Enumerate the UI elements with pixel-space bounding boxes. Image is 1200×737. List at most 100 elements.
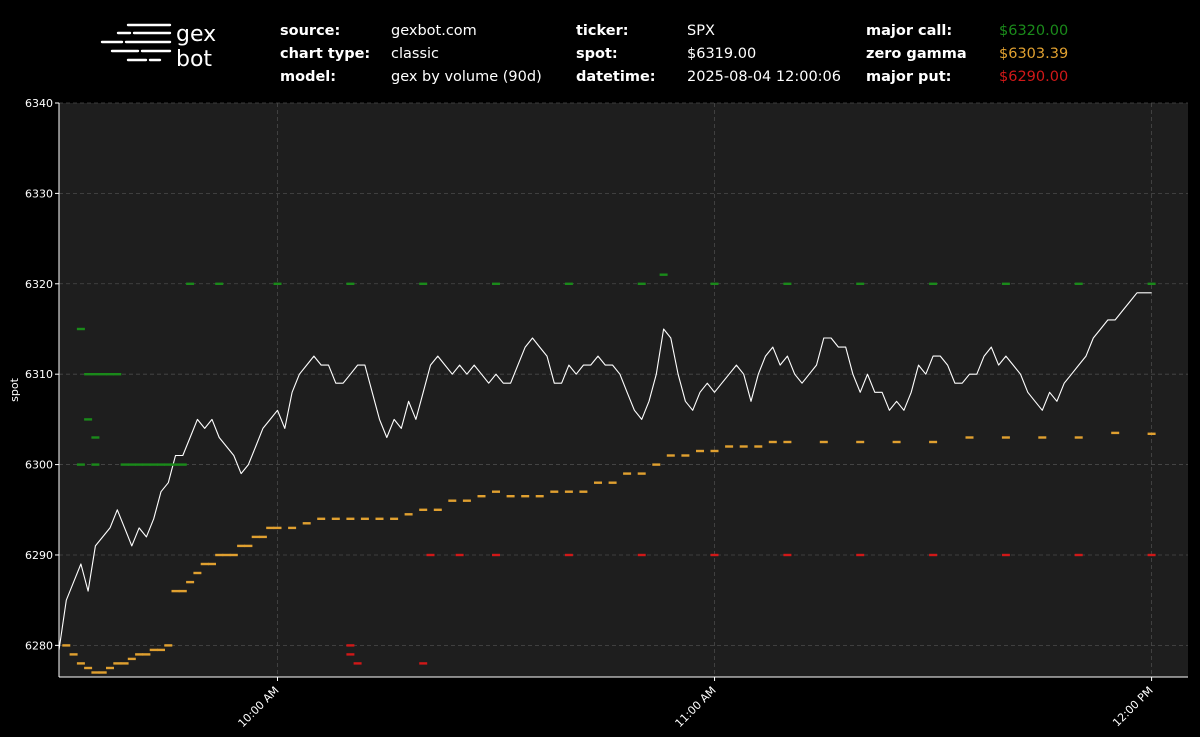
major_call-point [149, 463, 158, 466]
major-call-value: $6320.00 [999, 23, 1069, 39]
zero_gamma-point [302, 522, 311, 525]
zero_gamma-point [149, 648, 158, 652]
zero_gamma-point [171, 589, 180, 593]
major_call-point [637, 282, 646, 285]
zero_gamma-point [215, 553, 224, 557]
zero_gamma-point [637, 472, 646, 475]
zero_gamma-point [186, 580, 195, 584]
major_call-point [178, 463, 187, 466]
x-tick-label: 11:00 AM [673, 684, 719, 730]
zero_gamma-point [579, 490, 588, 493]
zero_gamma-point [237, 544, 246, 548]
plot-area [59, 103, 1188, 677]
zero_gamma-point [1111, 431, 1120, 435]
major_call-point [659, 273, 668, 276]
model-value: gex by volume (90d) [391, 69, 542, 85]
zero_gamma-point [725, 445, 734, 448]
zero_gamma-point [710, 449, 719, 453]
zero_gamma-point [157, 648, 165, 652]
zero_gamma-point [331, 517, 340, 520]
major_call-point [127, 463, 136, 466]
logo-text-line2: bot [176, 47, 212, 72]
zero_gamma-point [492, 490, 500, 493]
zero_gamma-point [142, 653, 151, 656]
major_put-point [1147, 553, 1156, 557]
major_call-point [419, 282, 428, 285]
zero_gamma-point [360, 517, 369, 520]
major_call-point [1074, 282, 1083, 285]
major_call-point [135, 463, 144, 466]
zero_gamma-point [768, 440, 777, 444]
x-tick-label: 10:00 AM [236, 684, 282, 730]
zero_gamma-point [91, 671, 100, 674]
zero_gamma-point [462, 499, 471, 502]
major_put-point [492, 553, 500, 557]
zero_gamma-point [69, 653, 78, 656]
chart-header-info: source: gexbot.com chart type: classic m… [0, 20, 1200, 92]
major-put-value: $6290.00 [999, 69, 1069, 85]
major_call-point [710, 282, 719, 285]
zero_gamma-point [229, 553, 238, 557]
y-tick-label: 6340 [25, 97, 53, 110]
y-tick-label: 6310 [25, 368, 53, 381]
major_put-point [346, 644, 355, 647]
major_put-point [419, 662, 428, 665]
datetime-value: 2025-08-04 12:00:06 [687, 69, 841, 85]
major_call-point [84, 418, 93, 421]
zero_gamma-point [346, 517, 355, 520]
major_put-point [455, 553, 464, 557]
zero-gamma-value: $6303.39 [999, 46, 1069, 62]
major_put-point [353, 662, 362, 665]
zero_gamma-point [251, 535, 260, 539]
major_call-point [142, 463, 151, 466]
zero_gamma-point [135, 653, 144, 656]
model-label: model: [280, 69, 337, 85]
major_put-point [637, 553, 646, 557]
zero_gamma-point [754, 445, 763, 448]
x-tick-label: 12:00 PM [1110, 684, 1155, 729]
major_call-point [346, 282, 355, 285]
zero_gamma-point [448, 499, 457, 502]
major_call-point [186, 282, 195, 285]
zero_gamma-point [76, 662, 85, 665]
major_call-point [1147, 282, 1156, 285]
major_call-point [564, 282, 573, 285]
zero_gamma-point [390, 517, 399, 520]
zero_gamma-point [681, 454, 690, 457]
major_call-point [91, 436, 100, 439]
y-tick-label: 6300 [25, 459, 53, 472]
series-layer [58, 273, 1156, 674]
zero_gamma-point [477, 495, 486, 498]
zero_gamma-point [178, 589, 187, 593]
source-value: gexbot.com [391, 23, 477, 39]
zero_gamma-point [652, 463, 661, 466]
zero_gamma-point [375, 517, 384, 520]
zero_gamma-point [1074, 436, 1083, 439]
major_call-point [76, 463, 85, 466]
major_call-point [492, 282, 500, 285]
major_call-point [856, 282, 865, 285]
chart-type-value: classic [391, 46, 439, 62]
zero_gamma-point [564, 490, 573, 493]
zero_gamma-point [550, 490, 559, 493]
zero_gamma-point [1147, 432, 1156, 435]
zero_gamma-point [433, 508, 442, 511]
zero_gamma-point [594, 481, 602, 484]
major_put-point [856, 553, 865, 557]
zero_gamma-point [266, 526, 275, 530]
major_call-point [273, 282, 282, 285]
major_put-point [929, 553, 938, 557]
major-put-label: major put: [866, 69, 952, 85]
zero_gamma-point [317, 517, 326, 520]
zero_gamma-point [244, 544, 253, 548]
zero_gamma-point [1001, 436, 1010, 439]
major-call-label: major call: [866, 23, 953, 39]
major_call-point [929, 282, 938, 285]
zero_gamma-point [666, 454, 675, 457]
major_put-point [1074, 553, 1083, 557]
major_call-point [76, 327, 85, 331]
zero_gamma-point [608, 481, 617, 484]
zero_gamma-point [696, 449, 704, 453]
zero_gamma-point [193, 571, 202, 575]
